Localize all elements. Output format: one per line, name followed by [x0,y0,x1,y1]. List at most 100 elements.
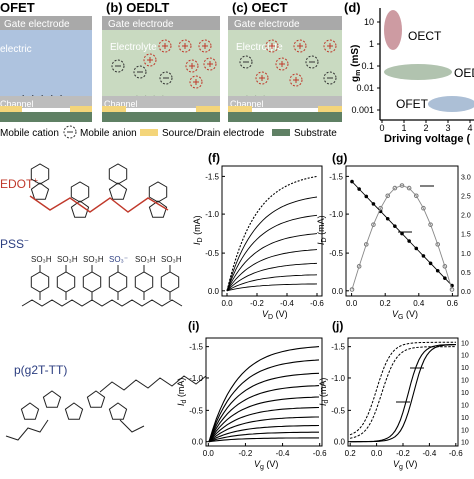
d-xtick: 1 [401,123,406,133]
xtick-label: -0.2 [250,299,264,308]
panel-b-electrolyte: Electrolyte [110,42,157,53]
right-tick: 10 [461,353,469,360]
panel-d-ylabel: gm (mS) [350,45,362,82]
pedot-dioxane-ring [108,163,128,185]
p2-thiophene-ring [108,402,128,420]
right-tick: 2.5 [461,194,471,201]
ytick-label: 0.0 [208,287,220,296]
p2-bracket-close: ] [132,419,135,431]
pedot-dioxane-ring [148,181,168,203]
xlabel: VG (V) [392,309,418,321]
ion-b-1 [178,39,192,53]
d-ytick: 0.01 [356,83,374,93]
ion-b-7 [133,65,147,79]
ytick-label: -1.5 [189,343,203,352]
ion-b-4 [185,59,199,73]
right-tick: 1.0 [461,251,471,258]
p2-thiophene-ring [86,390,106,408]
xtick-label: 0.2 [380,299,392,308]
ion-b-0 [158,39,172,53]
pss-benzene-ring [108,271,128,293]
p2-thiophene-ring [20,402,40,420]
legend: Mobile cation Mobile anion Source/Drain … [0,125,337,139]
ion-b-6 [111,59,125,73]
ion-c-2 [323,39,337,53]
xtick-label: -0.4 [280,299,294,308]
pedot-thiophene-ring [70,200,90,218]
panel-d-label: (d) [344,0,361,15]
ytick-label: -1.0 [331,374,345,383]
plot-label: (i) [188,319,199,333]
d-ytick: 1 [369,39,374,49]
output-curve [226,196,318,291]
plot-label: (g) [332,151,347,165]
blob-ofet [428,96,474,112]
ytick-label: -1.0 [189,374,203,383]
panel-a-dielectric: electric [0,44,32,55]
ytick-label: 0.0 [332,287,344,296]
output-curve [226,249,318,292]
p2-thiophene-ring [64,402,84,420]
output-curve [226,175,318,291]
xtick-label: -0.6 [313,449,327,458]
plot-label: (f) [208,151,220,165]
output-curve [208,359,320,442]
panel-c-electrolyte: Electrolyte [236,42,283,53]
pedot-dioxane-ring [30,163,50,185]
d-xtick: 4 [467,123,472,133]
xtick-label: -0.2 [396,449,410,458]
pss-label: PSS− [0,236,29,251]
panel-b-gate: Gate electrode [108,19,174,30]
right-tick: 0.0 [461,289,471,296]
output-curve [226,233,318,292]
legend-cation: Mobile cation [0,128,59,139]
right-tick: 10 [461,402,469,409]
ytick-label: -1.0 [205,210,219,219]
log-transfer-curve [349,346,456,439]
xtick-label: -0.2 [239,449,253,458]
xtick-label: -0.4 [423,449,437,458]
plot-f: (f) -1.5 -1.0 -0.5 0.00.0 -0.2 -0.4 -0.6 ID (mA)… [192,151,324,321]
panel-c-gate: Gate electrode [234,19,300,30]
ion-c-7 [289,73,303,87]
blob-oect [384,10,402,50]
legend-electrode: Source/Drain electrode [162,128,265,139]
blob-oect-label: OECT [408,29,442,43]
ytick-label: -0.5 [331,406,345,415]
right-tick: 10 [461,415,469,422]
ytick-label: -0.5 [329,249,343,258]
d-xtick: 0 [379,123,384,133]
ion-b-5 [203,57,217,71]
d-xtick: 2 [423,123,428,133]
pedot-label: EDOT+ [0,176,38,191]
panel-a-channel: Channel [0,99,34,109]
ion-c-5 [305,55,319,69]
panel-b-label: (b) OEDLT [106,0,169,15]
ylabel: Id (mA) [176,378,188,406]
ion-b-8 [159,71,173,85]
output-curve [226,214,318,291]
output-curve [226,283,318,292]
ytick-label: -1.5 [205,172,219,181]
xtick-label: 0.2 [345,449,357,458]
pedot-thiophene-ring [30,182,50,200]
pss-sulfonate-label: SO₃H [135,255,156,264]
right-tick: 2.0 [461,213,471,220]
xtick-label: -0.6 [449,449,463,458]
panel-a: OFET Gate electrode electric + + + + + C… [0,0,92,122]
d-xtick: 3 [445,123,450,133]
panel-d: (d) 10 1 0.1 0.01 0.001 0 1 2 3 4 OECT OED OFET g… [344,0,474,145]
chem-structures: EDOT+ PSS− SO₃H SO₃H SO₃H SO₃⁻ SO₃H SO₃H p(g2… [0,163,207,441]
ylabel: ID (mA) [316,215,328,245]
d-ytick: 0.001 [351,105,374,115]
ytick-label: -1.0 [329,210,343,219]
ion-c-8 [323,71,337,85]
blob-ofet-label: OFET [396,97,429,111]
plot-i: (i) -1.5 -1.0 -0.5 0.0 0.0 -0.2 -0.4 -0.6 Id (mA)… [176,319,327,471]
xtick-label: 0.0 [371,449,383,458]
ylabel: ID (mA) [192,215,204,245]
right-tick: 0.5 [461,270,471,277]
panel-b: (b) OEDLT Gate electrode Electrolyte + +… [102,0,220,122]
pss-benzene-ring [134,271,154,293]
